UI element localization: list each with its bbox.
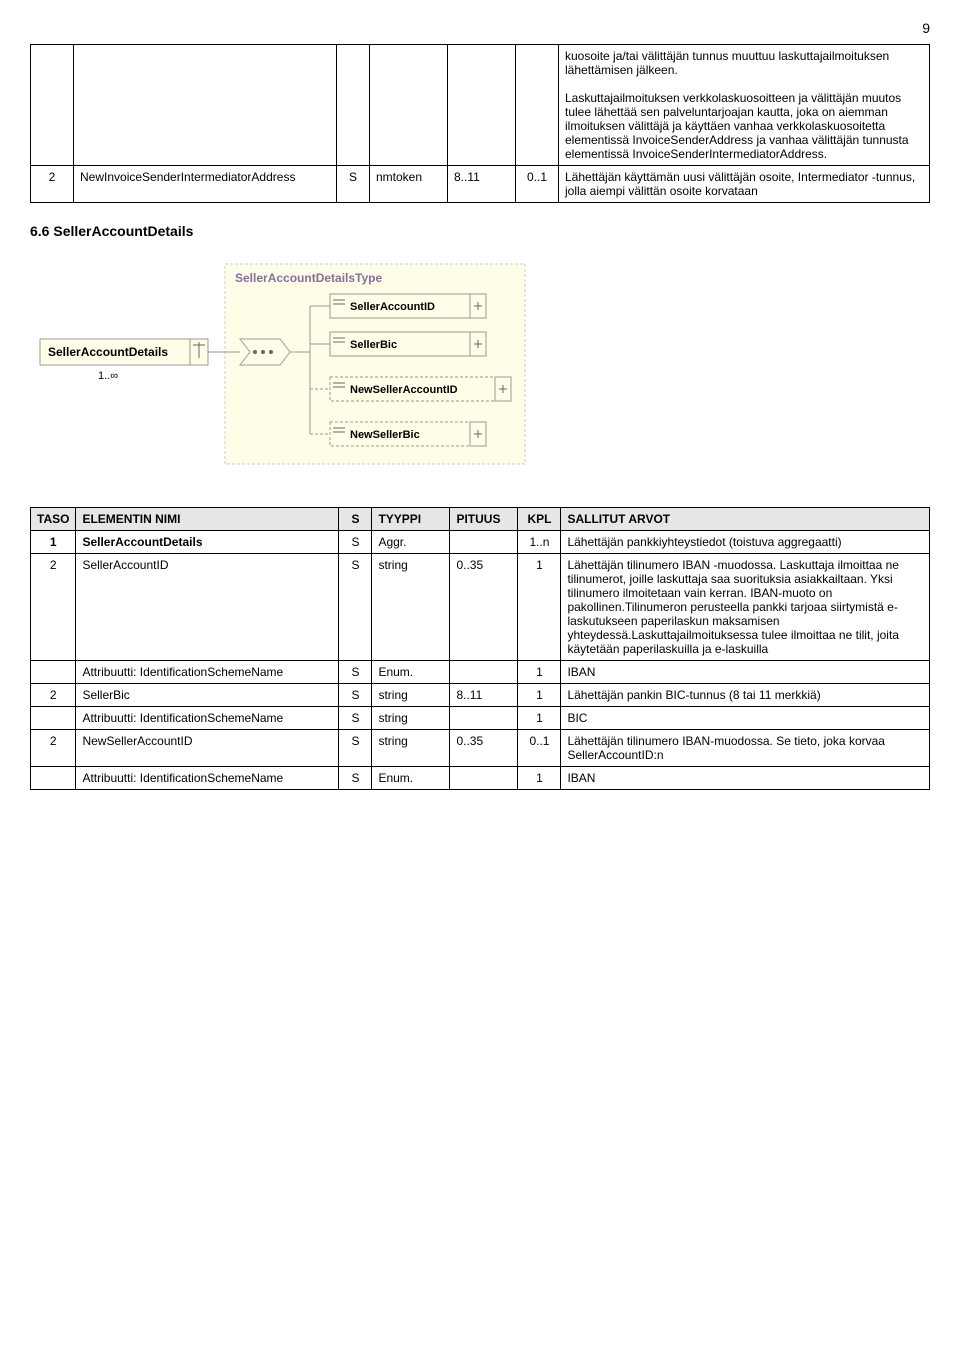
th-pituus: PITUUS [450, 508, 518, 531]
th-tyyppi: TYYPPI [372, 508, 450, 531]
cell [31, 707, 76, 730]
cell: IBAN [561, 767, 930, 790]
th-taso: TASO [31, 508, 76, 531]
page-number: 9 [30, 20, 930, 36]
cell: NewSellerAccountID [76, 730, 339, 767]
cell: Enum. [372, 767, 450, 790]
cell-desc: kuosoite ja/tai välittäjän tunnus muuttu… [559, 45, 930, 166]
diagram-seller-account-details: SellerAccountDetails 1..∞ SellerAccountD… [30, 254, 930, 477]
cell: 0..1 [518, 730, 561, 767]
table-2: TASO ELEMENTIN NIMI S TYYPPI PITUUS KPL … [30, 507, 930, 790]
cell-s: S [337, 166, 370, 203]
cell: 1 [518, 767, 561, 790]
th-kpl: KPL [518, 508, 561, 531]
cell: Attribuutti: IdentificationSchemeName [76, 707, 339, 730]
cell [31, 661, 76, 684]
cell: 1..n [518, 531, 561, 554]
cell: Aggr. [372, 531, 450, 554]
cell [450, 661, 518, 684]
diagram-root-label: SellerAccountDetails [48, 345, 168, 359]
cell: Lähettäjän pankin BIC-tunnus (8 tai 11 m… [561, 684, 930, 707]
cell: string [372, 730, 450, 767]
cell: string [372, 707, 450, 730]
cell-len: 8..11 [448, 166, 516, 203]
diagram-child-0: SellerAccountID [350, 301, 435, 313]
table-row: 2 NewInvoiceSenderIntermediatorAddress S… [31, 166, 930, 203]
cell: Lähettäjän pankkiyhteystiedot (toistuva … [561, 531, 930, 554]
cell: 1 [518, 684, 561, 707]
table-row: 2SellerAccountIDSstring0..351Lähettäjän … [31, 554, 930, 661]
table-row: Attribuutti: IdentificationSchemeNameSEn… [31, 661, 930, 684]
th-arvot: SALLITUT ARVOT [561, 508, 930, 531]
cell: SellerAccountDetails [76, 531, 339, 554]
diagram-child-2: NewSellerAccountID [350, 384, 458, 396]
table-row: 2NewSellerAccountIDSstring0..350..1Lähet… [31, 730, 930, 767]
cell-kpl: 0..1 [516, 166, 559, 203]
diagram-child-1: SellerBic [350, 339, 397, 351]
cell: IBAN [561, 661, 930, 684]
cell: S [339, 554, 372, 661]
diagram-cardinality: 1..∞ [98, 370, 118, 382]
cell: S [339, 684, 372, 707]
cell: S [339, 661, 372, 684]
cell [31, 767, 76, 790]
cell: Attribuutti: IdentificationSchemeName [76, 767, 339, 790]
table-row: 1SellerAccountDetailsSAggr. 1..nLähettäjä… [31, 531, 930, 554]
table-row: kuosoite ja/tai välittäjän tunnus muuttu… [31, 45, 930, 166]
cell [450, 531, 518, 554]
cell: 1 [518, 661, 561, 684]
cell: Lähettäjän tilinumero IBAN-muodossa. Se … [561, 730, 930, 767]
table-header-row: TASO ELEMENTIN NIMI S TYYPPI PITUUS KPL … [31, 508, 930, 531]
cell [450, 767, 518, 790]
table-row: 2SellerBicSstring8..111Lähettäjän pankin… [31, 684, 930, 707]
cell-type: nmtoken [370, 166, 448, 203]
cell: 1 [31, 531, 76, 554]
table-row: Attribuutti: IdentificationSchemeNameSEn… [31, 767, 930, 790]
table-1: kuosoite ja/tai välittäjän tunnus muuttu… [30, 44, 930, 203]
cell: 0..35 [450, 554, 518, 661]
diagram-child-3: NewSellerBic [350, 429, 420, 441]
cell: S [339, 707, 372, 730]
cell: S [339, 730, 372, 767]
diagram-type-box: SellerAccountDetailsType [235, 271, 382, 285]
cell: Enum. [372, 661, 450, 684]
cell: 2 [31, 730, 76, 767]
cell: S [339, 767, 372, 790]
th-nimi: ELEMENTIN NIMI [76, 508, 339, 531]
th-s: S [339, 508, 372, 531]
cell: BIC [561, 707, 930, 730]
cell: 1 [518, 554, 561, 661]
cell: 8..11 [450, 684, 518, 707]
cell: string [372, 684, 450, 707]
cell [450, 707, 518, 730]
cell: SellerBic [76, 684, 339, 707]
section-heading: 6.6 SellerAccountDetails [30, 223, 930, 239]
cell-level: 2 [31, 166, 74, 203]
cell: SellerAccountID [76, 554, 339, 661]
table-row: Attribuutti: IdentificationSchemeNameSst… [31, 707, 930, 730]
cell-name: NewInvoiceSenderIntermediatorAddress [74, 166, 337, 203]
cell: string [372, 554, 450, 661]
cell-desc: Lähettäjän käyttämän uusi välittäjän oso… [559, 166, 930, 203]
cell: 2 [31, 554, 76, 661]
cell: Attribuutti: IdentificationSchemeName [76, 661, 339, 684]
cell: 0..35 [450, 730, 518, 767]
cell: 1 [518, 707, 561, 730]
cell: S [339, 531, 372, 554]
cell: 2 [31, 684, 76, 707]
cell: Lähettäjän tilinumero IBAN -muodossa. La… [561, 554, 930, 661]
